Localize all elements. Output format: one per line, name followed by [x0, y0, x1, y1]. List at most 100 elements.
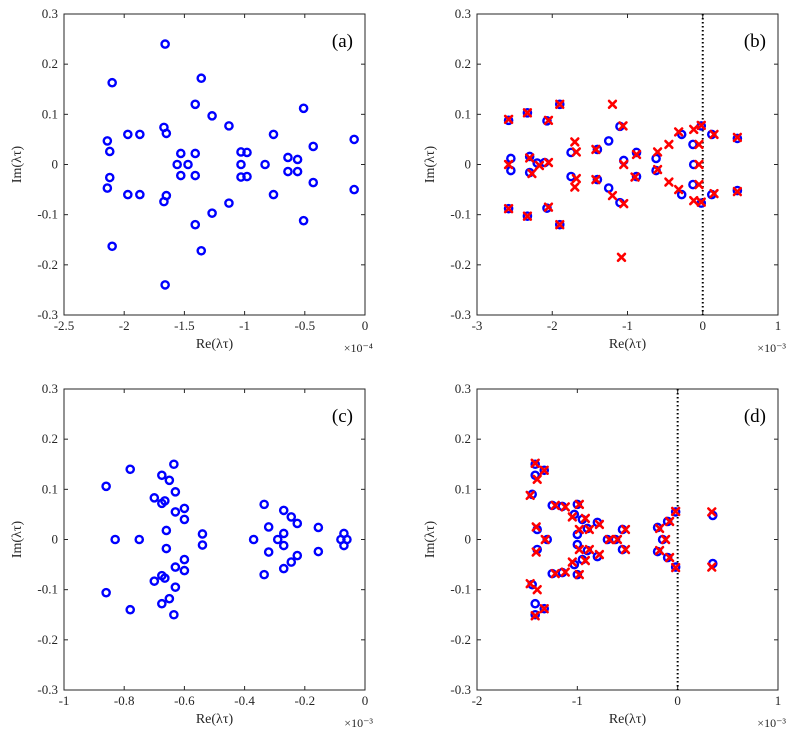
- data-point-cross: [531, 547, 541, 557]
- data-point-circle: [539, 465, 550, 476]
- data-point-circle: [522, 108, 533, 118]
- y-tick-label: 0.3: [455, 381, 471, 396]
- y-tick-label: 0.1: [455, 106, 471, 121]
- data-point-circle: [125, 464, 136, 475]
- y-tick-label: -0.2: [450, 632, 471, 647]
- data-point-circle: [592, 144, 603, 155]
- data-point-cross: [673, 127, 684, 137]
- data-point-cross: [543, 157, 554, 168]
- data-point-cross: [531, 522, 541, 532]
- data-point-cross: [664, 139, 674, 150]
- data-point-circle: [179, 554, 190, 565]
- data-point-circle: [670, 507, 681, 517]
- data-point-cross: [522, 211, 533, 221]
- data-point-circle: [157, 498, 167, 509]
- x-tick-label: -1: [59, 693, 70, 708]
- data-point-circle: [157, 598, 167, 609]
- data-point-circle: [170, 562, 181, 572]
- data-point-circle: [110, 534, 120, 545]
- x-tick-label: -2: [472, 693, 483, 708]
- data-point-circle: [179, 565, 190, 576]
- data-point-cross: [630, 172, 640, 182]
- data-point-circle: [732, 185, 743, 196]
- y-tick-label: 0.2: [42, 56, 58, 71]
- data-point-circle: [236, 159, 246, 170]
- data-point-cross: [570, 137, 580, 147]
- data-point-cross: [618, 121, 628, 131]
- data-point-cross: [530, 611, 540, 621]
- data-point-circle: [530, 609, 540, 620]
- data-point-cross: [594, 549, 605, 560]
- data-point-circle: [224, 121, 234, 131]
- data-point-cross: [503, 114, 514, 125]
- data-point-circle: [308, 141, 319, 152]
- x-tick-label: -1: [572, 693, 583, 708]
- data-point-circle: [123, 129, 133, 140]
- data-point-circle: [135, 129, 145, 140]
- data-point-cross: [689, 124, 699, 135]
- x-tick-label: -2: [119, 318, 130, 333]
- data-point-cross: [503, 203, 514, 214]
- data-point-cross: [594, 519, 605, 530]
- y-tick-label: -0.3: [450, 307, 471, 322]
- data-point-circle: [292, 550, 303, 561]
- data-point-cross: [550, 500, 560, 511]
- data-point-cross: [584, 544, 595, 555]
- x-exponent-label: ×10⁻³: [757, 341, 786, 355]
- data-point-circle: [102, 183, 113, 193]
- data-point-circle: [157, 470, 167, 481]
- data-point-circle: [102, 136, 113, 146]
- data-point-circle: [160, 39, 170, 49]
- panel-c: -1 -0.8 -0.6 -0.4 -0.2 0 -0.3 -0.2 -0.1 0 0.1 0.2 0.…: [10, 381, 373, 730]
- series-cross: [525, 458, 717, 621]
- data-point-circle: [292, 154, 303, 165]
- data-point-circle: [179, 514, 190, 525]
- x-tick-label: 0: [362, 318, 369, 333]
- data-point-circle: [161, 190, 172, 201]
- data-point-cross: [532, 584, 542, 595]
- x-tick-label: -1.5: [174, 318, 195, 333]
- data-point-circle: [161, 128, 172, 139]
- data-point-cross: [664, 516, 675, 527]
- x-exponent-label: ×10⁻³: [757, 716, 786, 730]
- data-point-cross: [652, 147, 663, 157]
- y-tick-label: -0.1: [450, 582, 471, 597]
- data-point-cross: [584, 524, 595, 535]
- data-point-cross: [689, 195, 699, 206]
- data-point-circle: [161, 543, 172, 554]
- data-point-circle: [101, 587, 111, 598]
- data-point-cross: [550, 568, 560, 579]
- y-tick-label: -0.2: [37, 257, 58, 272]
- x-tick-label: -0.8: [114, 693, 135, 708]
- data-point-cross: [612, 534, 623, 545]
- data-point-cross: [707, 562, 717, 572]
- data-point-cross: [707, 507, 717, 517]
- data-point-circle: [503, 203, 514, 214]
- data-point-cross: [522, 108, 533, 118]
- data-point-cross: [560, 502, 570, 512]
- y-axis-label: Im(λτ): [423, 521, 438, 559]
- data-point-circle: [207, 208, 217, 218]
- data-point-cross: [532, 474, 542, 484]
- y-tick-label: 0: [52, 532, 59, 547]
- data-point-circle: [283, 166, 293, 177]
- y-tick-label: -0.1: [37, 207, 58, 222]
- data-point-cross: [543, 202, 554, 212]
- data-point-circle: [197, 529, 208, 539]
- data-point-cross: [540, 534, 550, 545]
- plot-frame: [476, 388, 779, 691]
- x-tick-label: -2.5: [54, 318, 75, 333]
- data-point-cross: [654, 545, 665, 556]
- y-tick-label: 0: [465, 532, 472, 547]
- data-point-circle: [170, 582, 181, 592]
- data-point-circle: [342, 534, 352, 545]
- data-point-cross: [543, 115, 554, 126]
- data-point-circle: [169, 609, 179, 620]
- data-point-circle: [224, 198, 234, 208]
- y-tick-label: 0.1: [42, 481, 58, 496]
- data-point-circle: [286, 557, 297, 567]
- x-tick-label: -0.2: [295, 693, 316, 708]
- plot-frame: [63, 388, 366, 691]
- data-point-circle: [175, 148, 186, 159]
- data-point-circle: [292, 518, 303, 529]
